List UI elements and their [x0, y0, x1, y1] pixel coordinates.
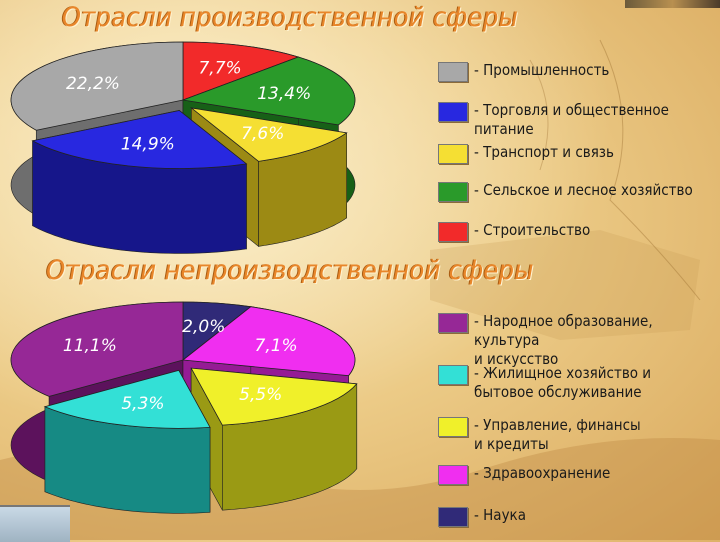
legend-swatch	[438, 507, 468, 527]
pie-chart-2: 11,1% 2,0% 7,1% 5,5% 5,3%	[10, 301, 358, 514]
legend-swatch	[438, 313, 468, 333]
legend-swatch	[438, 182, 468, 202]
legend-label: - Промышленность	[474, 61, 610, 79]
legend-swatch	[438, 102, 468, 122]
legend-swatch	[438, 62, 468, 82]
slice-value-label: 7,1%	[255, 336, 298, 356]
pie-slice	[190, 367, 358, 511]
slice-top	[181, 56, 356, 126]
corner-photo-bottom	[0, 505, 70, 542]
legend-label: - Здравоохранение	[474, 464, 611, 482]
slice-value-label: 5,3%	[121, 394, 164, 414]
legend-swatch	[438, 417, 468, 437]
legend-label: - Жилищное хозяйство и бытовое обслужива…	[474, 364, 652, 401]
slice-top	[10, 301, 184, 397]
pie-chart-1: 22,2% 7,7% 13,4% 7,6% 14,9%	[10, 41, 356, 254]
nonproduction-sector-title: Отрасли непроизводственной сферы	[46, 255, 534, 286]
slice-value-label: 11,1%	[63, 336, 117, 356]
slice-top	[190, 367, 358, 426]
legend-label: - Народное образование, культура и искус…	[474, 312, 653, 368]
pie-slice	[31, 109, 248, 254]
legend-label: - Сельское и лесное хозяйство	[474, 181, 693, 199]
slice-value-label: 2,0%	[182, 317, 225, 337]
pie-slice	[43, 369, 211, 514]
legend-label: - Торговля и общественное питание	[474, 101, 669, 138]
slice-top	[43, 369, 211, 429]
corner-photo-top	[625, 0, 720, 8]
legend-label: - Наука	[474, 506, 526, 524]
legend-swatch	[438, 465, 468, 485]
slice-value-label: 22,2%	[66, 74, 120, 94]
slice-value-label: 7,6%	[241, 124, 284, 144]
slice-value-label: 7,7%	[198, 59, 241, 79]
legend-swatch	[438, 365, 468, 385]
slice-value-label: 14,9%	[121, 135, 175, 155]
slice-top	[181, 306, 356, 377]
legend-swatch	[438, 222, 468, 242]
legend-label: - Транспорт и связь	[474, 143, 614, 161]
slice-top	[189, 107, 348, 162]
legend-swatch	[438, 144, 468, 164]
legend-label: - Строительство	[474, 221, 591, 239]
slice-top	[182, 41, 300, 101]
slice-top	[10, 41, 184, 131]
slice-top	[31, 110, 248, 169]
production-sector-title: Отрасли производственной сферы	[61, 2, 519, 33]
slice-value-label: 13,4%	[257, 84, 311, 104]
slice-value-label: 5,5%	[239, 385, 282, 405]
legend-label: - Управление, финансы и кредиты	[474, 416, 641, 453]
